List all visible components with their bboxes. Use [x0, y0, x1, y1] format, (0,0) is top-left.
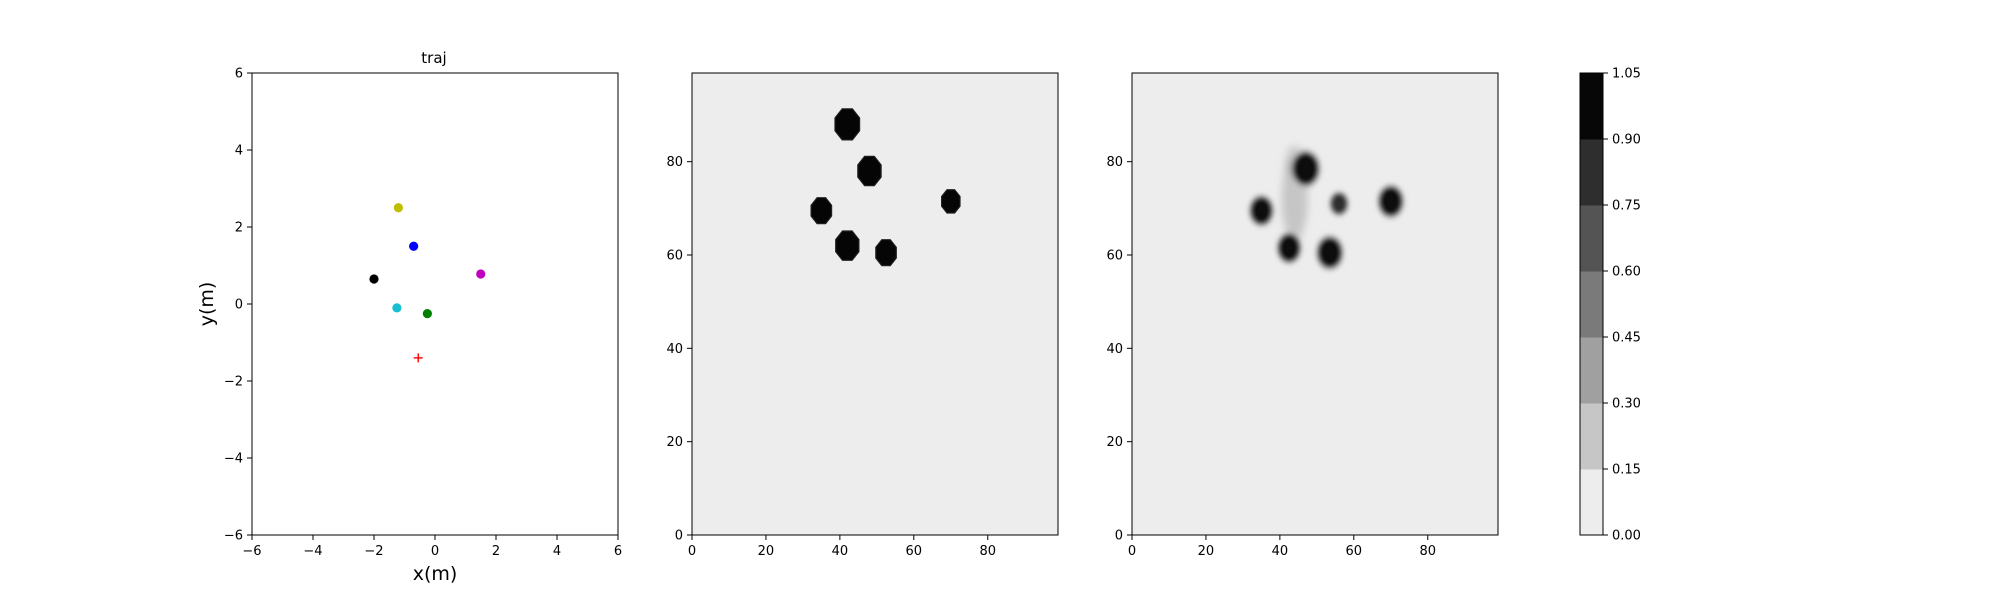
x-tick-label: 40	[1272, 544, 1289, 559]
map1-x-axis: 0 20 40 60 80	[688, 535, 996, 559]
map1-plot-area	[691, 72, 1059, 536]
colorbar-level	[1580, 337, 1603, 404]
colorbar-tick-label: 0.90	[1612, 133, 1641, 148]
predicted-map-panel: 0 20 40 60 80 0 20 40 60 80	[1106, 72, 1499, 559]
agent-point	[393, 203, 403, 213]
y-tick-label: 6	[235, 67, 243, 82]
colorbar-tick-label: 0.60	[1612, 265, 1641, 280]
agent-point	[409, 241, 419, 251]
x-tick-label: 40	[832, 544, 849, 559]
x-tick-label: −4	[303, 544, 322, 559]
predicted-obstacle-blob	[1315, 234, 1345, 271]
colorbar-level	[1580, 73, 1603, 140]
obstacle-blob	[940, 189, 961, 214]
traj-points	[369, 203, 486, 363]
traj-y-axis: −6 −4 −2 0 2 4 6	[224, 67, 252, 544]
x-tick-label: 20	[758, 544, 775, 559]
map2-obstacles	[1248, 149, 1405, 271]
y-tick-label: 60	[1106, 249, 1123, 264]
obstacle-blob	[834, 108, 861, 141]
colorbar: 0.00 0.15 0.30 0.45 0.60 0.75 0.90 1.05	[1579, 67, 1641, 544]
x-tick-label: 80	[979, 544, 996, 559]
predicted-obstacle-blob	[1248, 194, 1275, 228]
y-tick-label: 40	[666, 342, 683, 357]
obstacle-blob	[810, 197, 833, 225]
traj-panel: traj −6 −4 −2 0 2 4 6 −6 −4 −2 0 2 4 6 x(m) y(m)	[196, 49, 622, 585]
y-tick-label: −4	[224, 452, 243, 467]
colorbar-frame	[1579, 72, 1604, 536]
map1-background	[692, 73, 1058, 535]
y-tick-label: 80	[1106, 155, 1123, 170]
colorbar-tick-label: 1.05	[1612, 67, 1641, 82]
x-tick-label: 60	[1346, 544, 1363, 559]
agent-point	[476, 269, 486, 279]
target-plus-marker	[413, 353, 423, 363]
traj-plot-area	[251, 72, 619, 536]
colorbar-level	[1580, 403, 1603, 470]
agent-point	[369, 274, 379, 284]
colorbar-tick-label: 0.30	[1612, 397, 1641, 412]
x-tick-label: 20	[1198, 544, 1215, 559]
x-tick-label: −2	[364, 544, 383, 559]
predicted-obstacle-blob	[1376, 183, 1405, 219]
map1-obstacles	[810, 108, 961, 267]
y-tick-label: 0	[1115, 529, 1123, 544]
map2-y-axis: 0 20 40 60 80	[1106, 155, 1132, 544]
x-tick-label: 4	[553, 544, 561, 559]
colorbar-level	[1580, 205, 1603, 272]
agent-point	[422, 309, 432, 319]
y-tick-label: −2	[224, 375, 243, 390]
y-axis-label: y(m)	[196, 282, 218, 327]
obstacle-blob	[835, 230, 860, 261]
x-tick-label: 80	[1419, 544, 1436, 559]
traj-title: traj	[421, 49, 446, 67]
x-tick-label: 6	[614, 544, 622, 559]
map2-x-axis: 0 20 40 60 80	[1128, 535, 1436, 559]
x-tick-label: 60	[906, 544, 923, 559]
x-tick-label: −6	[242, 544, 261, 559]
colorbar-tick-label: 0.00	[1612, 529, 1641, 544]
x-tick-label: 0	[688, 544, 696, 559]
traj-x-axis: −6 −4 −2 0 2 4 6	[242, 535, 622, 559]
colorbar-level	[1580, 139, 1603, 206]
colorbar-tick-label: 0.75	[1612, 199, 1641, 214]
predicted-obstacle-blob	[1276, 231, 1303, 265]
x-tick-label: 0	[431, 544, 439, 559]
map2-background	[1132, 73, 1498, 535]
y-tick-label: −6	[224, 529, 243, 544]
map1-y-axis: 0 20 40 60 80	[666, 155, 692, 544]
y-tick-label: 40	[1106, 342, 1123, 357]
colorbar-ticks: 0.00 0.15 0.30 0.45 0.60 0.75 0.90 1.05	[1603, 67, 1641, 544]
obstacle-blob	[857, 155, 882, 187]
colorbar-tick-label: 0.15	[1612, 463, 1641, 478]
y-tick-label: 60	[666, 249, 683, 264]
y-tick-label: 0	[235, 298, 243, 313]
y-tick-label: 2	[235, 221, 243, 236]
colorbar-level	[1580, 469, 1603, 536]
occupancy-map-panel: 0 20 40 60 80 0 20 40 60 80	[666, 72, 1059, 559]
predicted-obstacle-blob	[1328, 190, 1350, 217]
x-tick-label: 2	[492, 544, 500, 559]
y-tick-label: 20	[666, 435, 683, 450]
y-tick-label: 4	[235, 144, 243, 159]
colorbar-level	[1580, 271, 1603, 338]
obstacle-blob	[875, 239, 897, 267]
map2-plot-area	[1131, 72, 1499, 536]
colorbar-levels	[1580, 73, 1603, 536]
x-tick-label: 0	[1128, 544, 1136, 559]
y-tick-label: 80	[666, 155, 683, 170]
y-tick-label: 20	[1106, 435, 1123, 450]
predicted-obstacle-blob	[1290, 149, 1322, 188]
y-tick-label: 0	[675, 529, 683, 544]
x-axis-label: x(m)	[413, 563, 458, 585]
colorbar-tick-label: 0.45	[1612, 331, 1641, 346]
agent-point	[392, 303, 402, 313]
